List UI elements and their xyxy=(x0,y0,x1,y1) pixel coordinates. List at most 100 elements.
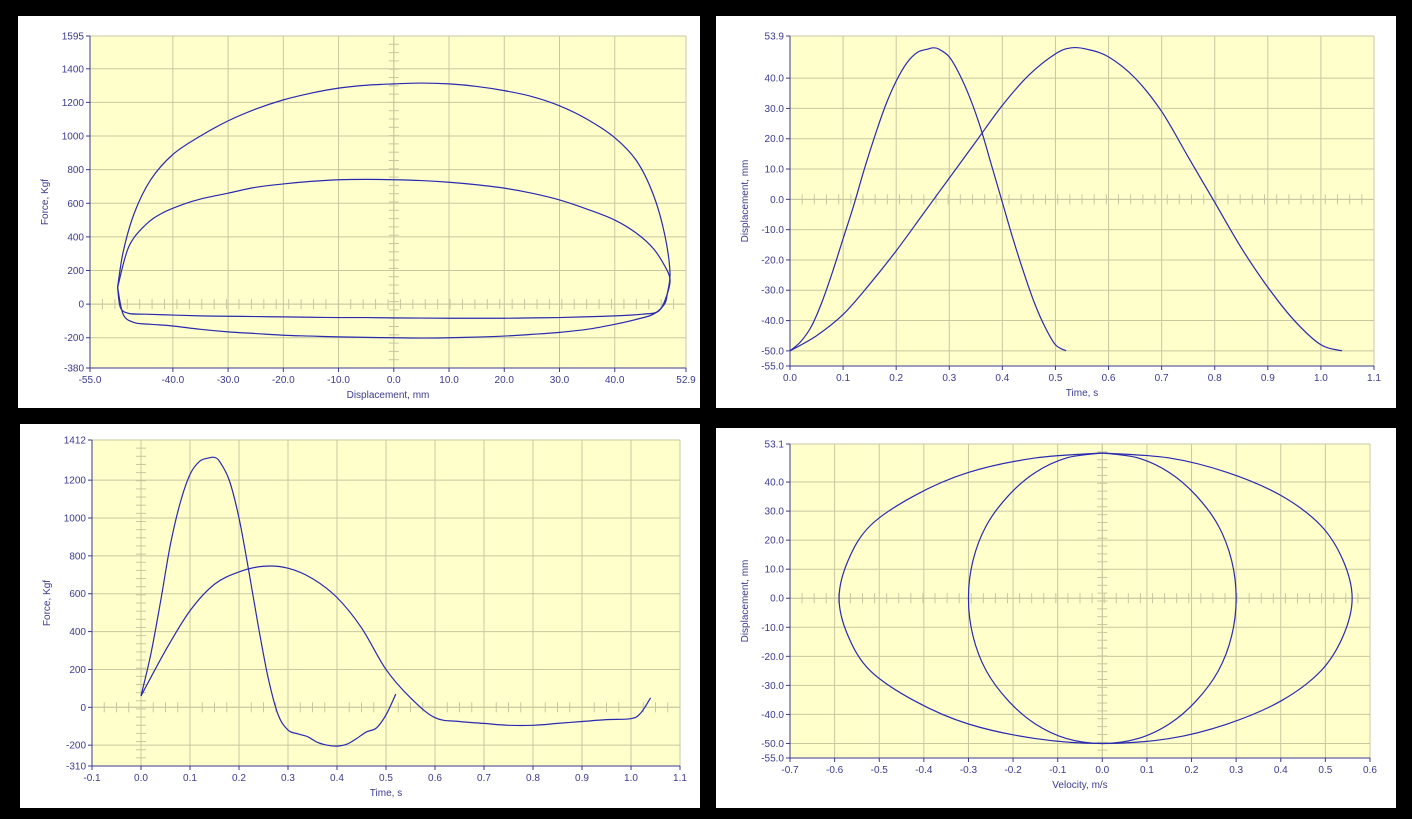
chart-displacement-velocity: -0.7 -0.6 -0.5 -0.4 -0.3 -0.2 -0.1 0.0 0.1 0.2 0.3… xyxy=(740,440,1377,792)
x-tick-label: 0.3 xyxy=(1229,765,1243,776)
y-tick-label: -30.0 xyxy=(761,286,784,297)
x-tick-label: 0.6 xyxy=(1363,765,1377,776)
y-tick-label: 600 xyxy=(69,589,86,600)
x-tick-label: 0.2 xyxy=(1185,765,1199,776)
x-tick-label: 0.8 xyxy=(526,773,540,784)
x-tick-label: 1.0 xyxy=(624,773,638,784)
y-tick-label: 1400 xyxy=(62,64,85,75)
x-tick-label: 0.2 xyxy=(232,773,246,784)
x-tick-label: 52.9 xyxy=(676,375,696,386)
y-tick-label: 40.0 xyxy=(765,478,785,489)
chart-panel-displacement-time: 0.0 0.1 0.2 0.3 0.4 0.5 0.6 0.7 0.8 0.9 1.0 1.1 -55.… xyxy=(716,16,1396,408)
y-tick-label: -20.0 xyxy=(761,652,784,663)
y-tick-label: 1200 xyxy=(62,98,85,109)
y-tick-label: 1412 xyxy=(64,436,87,447)
x-tick-label: 0.3 xyxy=(942,373,956,384)
series-line-2 xyxy=(117,178,671,319)
y-tick-label: 400 xyxy=(67,232,84,243)
y-tick-label: 0 xyxy=(78,300,84,311)
x-tick-label: 0.7 xyxy=(477,773,491,784)
y-tick-label: 1000 xyxy=(64,513,87,524)
y-tick-label: 800 xyxy=(69,551,86,562)
x-tick-label: 20.0 xyxy=(495,375,515,386)
x-tick-label: -0.5 xyxy=(871,765,889,776)
chart-panel-force-time: -0.1 0.0 0.1 0.2 0.3 0.4 0.5 0.6 0.7 0.8 0.9 1.0 1.1… xyxy=(20,424,700,808)
y-tick-label: 20.0 xyxy=(765,536,785,547)
x-tick-label: 0.5 xyxy=(1049,373,1063,384)
y-axis-title: Force, Kgf xyxy=(42,580,53,626)
y-tick-label: 1595 xyxy=(62,32,85,43)
x-tick-label: -0.6 xyxy=(826,765,844,776)
x-tick-label: -0.7 xyxy=(781,765,799,776)
y-tick-label: 40.0 xyxy=(765,74,785,85)
x-tick-label: 0.6 xyxy=(1102,373,1116,384)
y-tick-label: -200 xyxy=(64,333,84,344)
series-line-2 xyxy=(140,565,652,727)
x-tick-label: 0.5 xyxy=(1318,765,1332,776)
y-tick-label: 0.0 xyxy=(770,195,784,206)
y-tick-label: 400 xyxy=(69,627,86,638)
x-tick-label: 0.0 xyxy=(134,773,148,784)
x-tick-label: 0.3 xyxy=(281,773,295,784)
chart-panel-displacement-velocity: -0.7 -0.6 -0.5 -0.4 -0.3 -0.2 -0.1 0.0 0.1 0.2 0.3… xyxy=(716,428,1396,808)
x-tick-label: 0.7 xyxy=(1155,373,1169,384)
x-tick-label: 0.0 xyxy=(783,373,797,384)
x-tick-label: 0.0 xyxy=(387,375,401,386)
x-tick-label: 10.0 xyxy=(439,375,459,386)
y-tick-label: 600 xyxy=(67,199,84,210)
x-tick-label: -40.0 xyxy=(161,375,184,386)
x-tick-label: 0.8 xyxy=(1208,373,1222,384)
y-tick-label: -50.0 xyxy=(761,739,784,750)
x-tick-label: -55.0 xyxy=(79,375,102,386)
series-line-1 xyxy=(789,47,1067,352)
y-tick-label: -200 xyxy=(66,741,86,752)
y-tick-label: 10.0 xyxy=(765,565,785,576)
x-tick-label: 1.1 xyxy=(1367,373,1381,384)
x-tick-label: 0.5 xyxy=(379,773,393,784)
x-tick-label: 1.1 xyxy=(673,773,687,784)
x-tick-label: 0.1 xyxy=(836,373,850,384)
x-tick-label: 30.0 xyxy=(550,375,570,386)
x-tick-label: -0.1 xyxy=(1049,765,1067,776)
x-axis-title: Velocity, m/s xyxy=(1052,780,1107,791)
y-tick-label: -10.0 xyxy=(761,225,784,236)
x-axis-title: Time, s xyxy=(370,788,402,799)
y-tick-label: -20.0 xyxy=(761,255,784,266)
x-tick-label: -0.1 xyxy=(83,773,101,784)
x-tick-label: 0.1 xyxy=(1140,765,1154,776)
x-tick-label: -0.3 xyxy=(960,765,978,776)
y-tick-label: 30.0 xyxy=(765,507,785,518)
y-tick-label: -40.0 xyxy=(761,710,784,721)
y-axis-title: Displacement, mm xyxy=(740,160,751,243)
y-tick-label: 20.0 xyxy=(765,134,785,145)
x-axis-title: Displacement, mm xyxy=(347,390,430,401)
x-tick-label: 0.6 xyxy=(428,773,442,784)
y-tick-label: 200 xyxy=(69,665,86,676)
y-tick-label: 200 xyxy=(67,266,84,277)
x-tick-label: 0.9 xyxy=(575,773,589,784)
series-line-2 xyxy=(789,46,1343,352)
chart-panel-force-displacement: -55.0 -40.0 -30.0 -20.0 -10.0 0.0 10.0 20.0 30.0… xyxy=(18,16,700,408)
x-axis-title: Time, s xyxy=(1066,388,1098,399)
y-tick-label: 53.9 xyxy=(765,32,785,43)
y-tick-label: 1000 xyxy=(62,132,85,143)
y-tick-label: 800 xyxy=(67,165,84,176)
x-tick-label: 0.4 xyxy=(330,773,344,784)
y-axis-title: Displacement, mm xyxy=(740,560,751,643)
x-tick-label: 0.4 xyxy=(1274,765,1288,776)
y-tick-label: 0 xyxy=(80,703,86,714)
y-tick-label: 1200 xyxy=(64,476,87,487)
x-tick-label: 40.0 xyxy=(605,375,625,386)
x-tick-label: -0.2 xyxy=(1004,765,1022,776)
x-tick-label: -10.0 xyxy=(327,375,350,386)
y-tick-label: -30.0 xyxy=(761,681,784,692)
x-tick-label: 0.0 xyxy=(1095,765,1109,776)
y-axis-title: Force, Kgf xyxy=(40,179,51,225)
series-line-2 xyxy=(838,452,1353,745)
chart-displacement-time: 0.0 0.1 0.2 0.3 0.4 0.5 0.6 0.7 0.8 0.9 1.0 1.1 -55.… xyxy=(740,32,1381,400)
x-tick-label: 0.9 xyxy=(1261,373,1275,384)
x-tick-label: 0.4 xyxy=(995,373,1009,384)
y-tick-label: 30.0 xyxy=(765,104,785,115)
x-tick-label: 1.0 xyxy=(1314,373,1328,384)
y-tick-label: -55.0 xyxy=(761,362,784,373)
